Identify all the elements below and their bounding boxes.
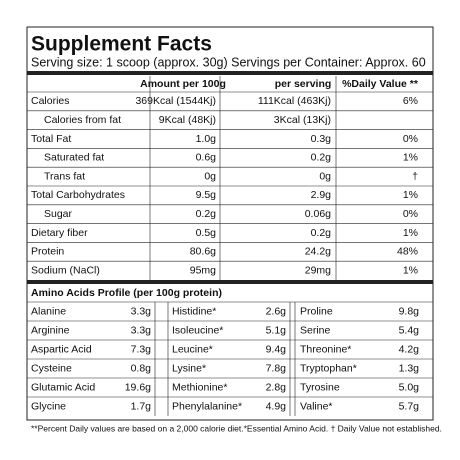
amino-value: 2.6g xyxy=(266,305,287,317)
nutrient-value: 29mg xyxy=(305,264,331,276)
amino-value: 0.8g xyxy=(131,362,152,374)
amino-name: Histidine* xyxy=(172,305,216,317)
nutrient-value: 80.6g xyxy=(190,246,216,258)
amino-value: 7.8g xyxy=(266,362,287,374)
nutrient-value: 0% xyxy=(403,208,418,220)
amino-value: 4.2g xyxy=(399,343,420,355)
nutrient-name: Total Carbohydrates xyxy=(31,189,125,201)
thick-rule xyxy=(27,280,433,284)
nutrient-value: 1% xyxy=(403,189,418,201)
footnote: **Percent Daily values are based on a 2,… xyxy=(31,423,442,433)
amino-name: Methionine* xyxy=(172,381,227,393)
nutrient-name: Dietary fiber xyxy=(31,227,88,239)
serving-info: Serving size: 1 scoop (approx. 30g) Serv… xyxy=(31,55,426,69)
amino-name: Serine xyxy=(300,324,331,336)
nutrient-value: 24.2g xyxy=(305,246,331,258)
nutrient-name: Sugar xyxy=(44,208,73,220)
nutrient-value: 2.9g xyxy=(311,189,332,201)
amino-name: Glutamic Acid xyxy=(31,381,95,393)
amino-name: Phenylalanine* xyxy=(172,400,242,412)
nutrient-value: 0.3g xyxy=(311,133,332,145)
amino-value: 3.3g xyxy=(131,305,152,317)
nutrient-value: 0.5g xyxy=(196,227,217,239)
nutrient-value: 3Kcal (13Kj) xyxy=(274,114,331,126)
amino-value: 4.9g xyxy=(266,400,287,412)
nutrient-name: Saturated fat xyxy=(44,152,104,164)
nutrient-name: Protein xyxy=(31,246,64,258)
amino-value: 1.7g xyxy=(131,400,152,412)
amino-value: 5.1g xyxy=(266,324,287,336)
amino-name: Tryptophan* xyxy=(300,362,357,374)
amino-value: 9.8g xyxy=(399,305,420,317)
nutrient-value: 1% xyxy=(403,264,418,276)
nutrient-value: † xyxy=(412,170,418,182)
column-header: Amount per 100g xyxy=(140,78,226,90)
nutrient-value: 9Kcal (48Kj) xyxy=(159,114,216,126)
nutrient-value: 95mg xyxy=(190,264,216,276)
nutrient-name: Calories from fat xyxy=(44,114,121,126)
nutrient-value: 0.2g xyxy=(311,227,332,239)
amino-name: Threonine* xyxy=(300,343,351,355)
amino-name: Glycine xyxy=(31,400,66,412)
amino-value: 5.4g xyxy=(399,324,420,336)
nutrient-value: 0.2g xyxy=(311,152,332,164)
nutrient-value: 0.06g xyxy=(305,208,331,220)
nutrient-value: 1% xyxy=(403,152,418,164)
amino-name: Tyrosine xyxy=(300,381,340,393)
nutrient-value: 1% xyxy=(403,227,418,239)
nutrient-value: 0g xyxy=(319,170,331,182)
thick-rule xyxy=(27,71,433,75)
column-header: per serving xyxy=(275,78,332,90)
amino-value: 5.7g xyxy=(399,400,420,412)
nutrient-value: 0% xyxy=(403,133,418,145)
amino-name: Alanine xyxy=(31,305,66,317)
column-header: %Daily Value ** xyxy=(342,78,419,90)
nutrient-name: Calories xyxy=(31,95,70,107)
amino-value: 3.3g xyxy=(131,324,152,336)
nutrient-name: Trans fat xyxy=(44,170,85,182)
amino-name: Leucine* xyxy=(172,343,213,355)
amino-name: Valine* xyxy=(300,400,333,412)
amino-value: 5.0g xyxy=(399,381,420,393)
nutrient-value: 9.5g xyxy=(196,189,217,201)
amino-name: Arginine xyxy=(31,324,70,336)
nutrient-name: Total Fat xyxy=(31,133,71,145)
amino-value: 19.6g xyxy=(125,381,151,393)
amino-name: Lysine* xyxy=(172,362,206,374)
amino-value: 2.8g xyxy=(266,381,287,393)
amino-name: Cysteine xyxy=(31,362,72,374)
amino-name: Proline xyxy=(300,305,333,317)
amino-value: 1.3g xyxy=(399,362,420,374)
nutrient-value: 6% xyxy=(403,95,418,107)
nutrient-value: 111Kcal (463Kj) xyxy=(258,95,331,107)
nutrient-value: 0.6g xyxy=(196,152,217,164)
nutrient-value: 0g xyxy=(204,170,216,182)
nutrient-name: Sodium (NaCl) xyxy=(31,264,100,276)
amino-name: Isoleucine* xyxy=(172,324,223,336)
amino-name: Aspartic Acid xyxy=(31,343,92,355)
nutrient-value: 0.2g xyxy=(196,208,217,220)
amino-value: 7.3g xyxy=(131,343,152,355)
nutrient-value: 1.0g xyxy=(196,133,217,145)
nutrient-value: 369Kcal (1544Kj) xyxy=(135,95,216,107)
nutrient-value: 48% xyxy=(397,246,418,258)
amino-title: Amino Acids Profile (per 100g protein) xyxy=(31,287,222,299)
amino-value: 9.4g xyxy=(266,343,287,355)
title: Supplement Facts xyxy=(31,33,212,56)
